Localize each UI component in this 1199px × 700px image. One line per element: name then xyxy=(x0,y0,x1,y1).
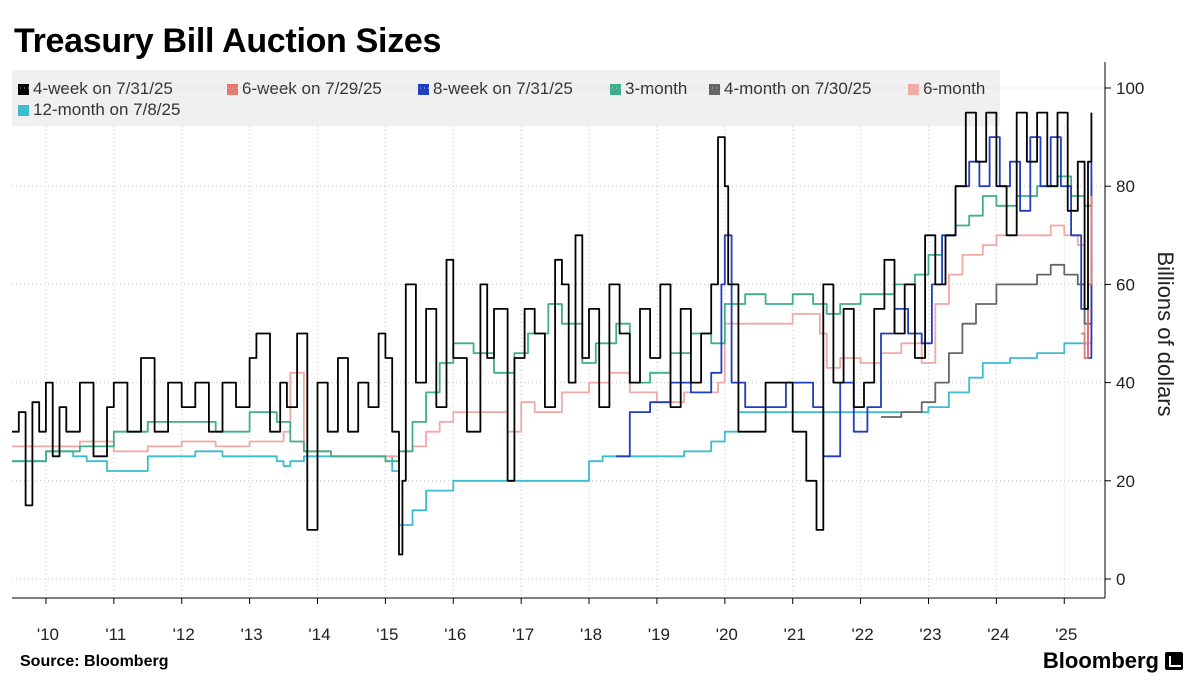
legend-swatch xyxy=(610,83,621,95)
series-line-12-month xyxy=(12,342,1088,526)
legend-item-6-week: 6-week on 7/29/25 xyxy=(227,79,382,99)
x-tick-label: '17 xyxy=(512,625,534,644)
y-tick-label: 60 xyxy=(1116,275,1135,294)
x-tick-label: '14 xyxy=(308,625,330,644)
series-line-3-month xyxy=(12,175,1093,463)
legend-label: 4-week on 7/31/25 xyxy=(33,79,173,98)
x-tick-label: '24 xyxy=(987,625,1009,644)
legend-label: 6-week on 7/29/25 xyxy=(242,79,382,98)
x-tick-label: '16 xyxy=(444,625,466,644)
legend-item-4-month: 4-month on 7/30/25 xyxy=(709,79,871,99)
axes: 0 20 40 60 80 100 '10 '11 '12 '13 '14 '15 '16 '17 '18 '… xyxy=(12,62,1178,644)
series-line-8-week xyxy=(616,136,1093,458)
x-tick-label: '25 xyxy=(1055,625,1077,644)
y-tick-label: 100 xyxy=(1116,79,1144,98)
legend-swatch xyxy=(227,83,238,95)
legend-swatch xyxy=(18,83,29,95)
legend-swatch xyxy=(18,104,29,116)
x-tick-label: '15 xyxy=(376,625,398,644)
source-note: Source: Bloomberg xyxy=(20,653,169,670)
series-line-4-month xyxy=(881,259,1093,418)
x-tick-label: '23 xyxy=(919,625,941,644)
y-tick-label: 20 xyxy=(1116,472,1135,491)
legend-item-3-month: 3-month xyxy=(610,79,687,99)
legend-item-4-week: 4-week on 7/31/25 xyxy=(18,79,173,99)
brand-logo: Bloomberg xyxy=(1043,648,1183,674)
chart-title: Treasury Bill Auction Sizes xyxy=(14,22,442,60)
x-tick-label: '12 xyxy=(173,625,195,644)
y-tick-label: 0 xyxy=(1116,570,1125,589)
legend-label: 12-month on 7/8/25 xyxy=(33,100,181,119)
x-tick-label: '20 xyxy=(716,625,738,644)
legend-swatch xyxy=(908,83,919,95)
legend: 4-week on 7/31/25 6-week on 7/29/25 8-we… xyxy=(12,70,1000,126)
y-tick-label: 80 xyxy=(1116,177,1135,196)
brand-name: Bloomberg xyxy=(1042,648,1159,673)
y-tick-label: 40 xyxy=(1116,374,1135,393)
legend-item-6-month: 6-month xyxy=(908,79,985,99)
y-axis-label: Billions of dollars xyxy=(1153,251,1178,416)
legend-label: 8-week on 7/31/25 xyxy=(433,79,573,98)
x-tick-label: '18 xyxy=(580,625,602,644)
x-tick-label: '11 xyxy=(105,625,126,644)
legend-item-12-month: 12-month on 7/8/25 xyxy=(18,100,180,120)
legend-label: 6-month xyxy=(923,79,986,98)
legend-label: 3-month xyxy=(625,79,688,98)
legend-swatch xyxy=(709,83,720,95)
x-tick-label: '21 xyxy=(784,625,806,644)
legend-label: 4-month on 7/30/25 xyxy=(724,79,872,98)
x-tick-label: '22 xyxy=(852,625,874,644)
bloomberg-chart-icon xyxy=(1165,652,1183,670)
legend-item-8-week: 8-week on 7/31/25 xyxy=(418,79,573,99)
series-layer xyxy=(12,111,1093,556)
legend-swatch xyxy=(418,83,429,95)
series-line-6-week xyxy=(1081,196,1093,359)
x-tick-label: '19 xyxy=(648,625,670,644)
x-tick-label: '13 xyxy=(241,625,263,644)
x-tick-label: '10 xyxy=(37,625,59,644)
grid xyxy=(12,87,1105,598)
series-line-4-week xyxy=(12,111,1093,556)
series-line-6-month xyxy=(12,220,1093,458)
